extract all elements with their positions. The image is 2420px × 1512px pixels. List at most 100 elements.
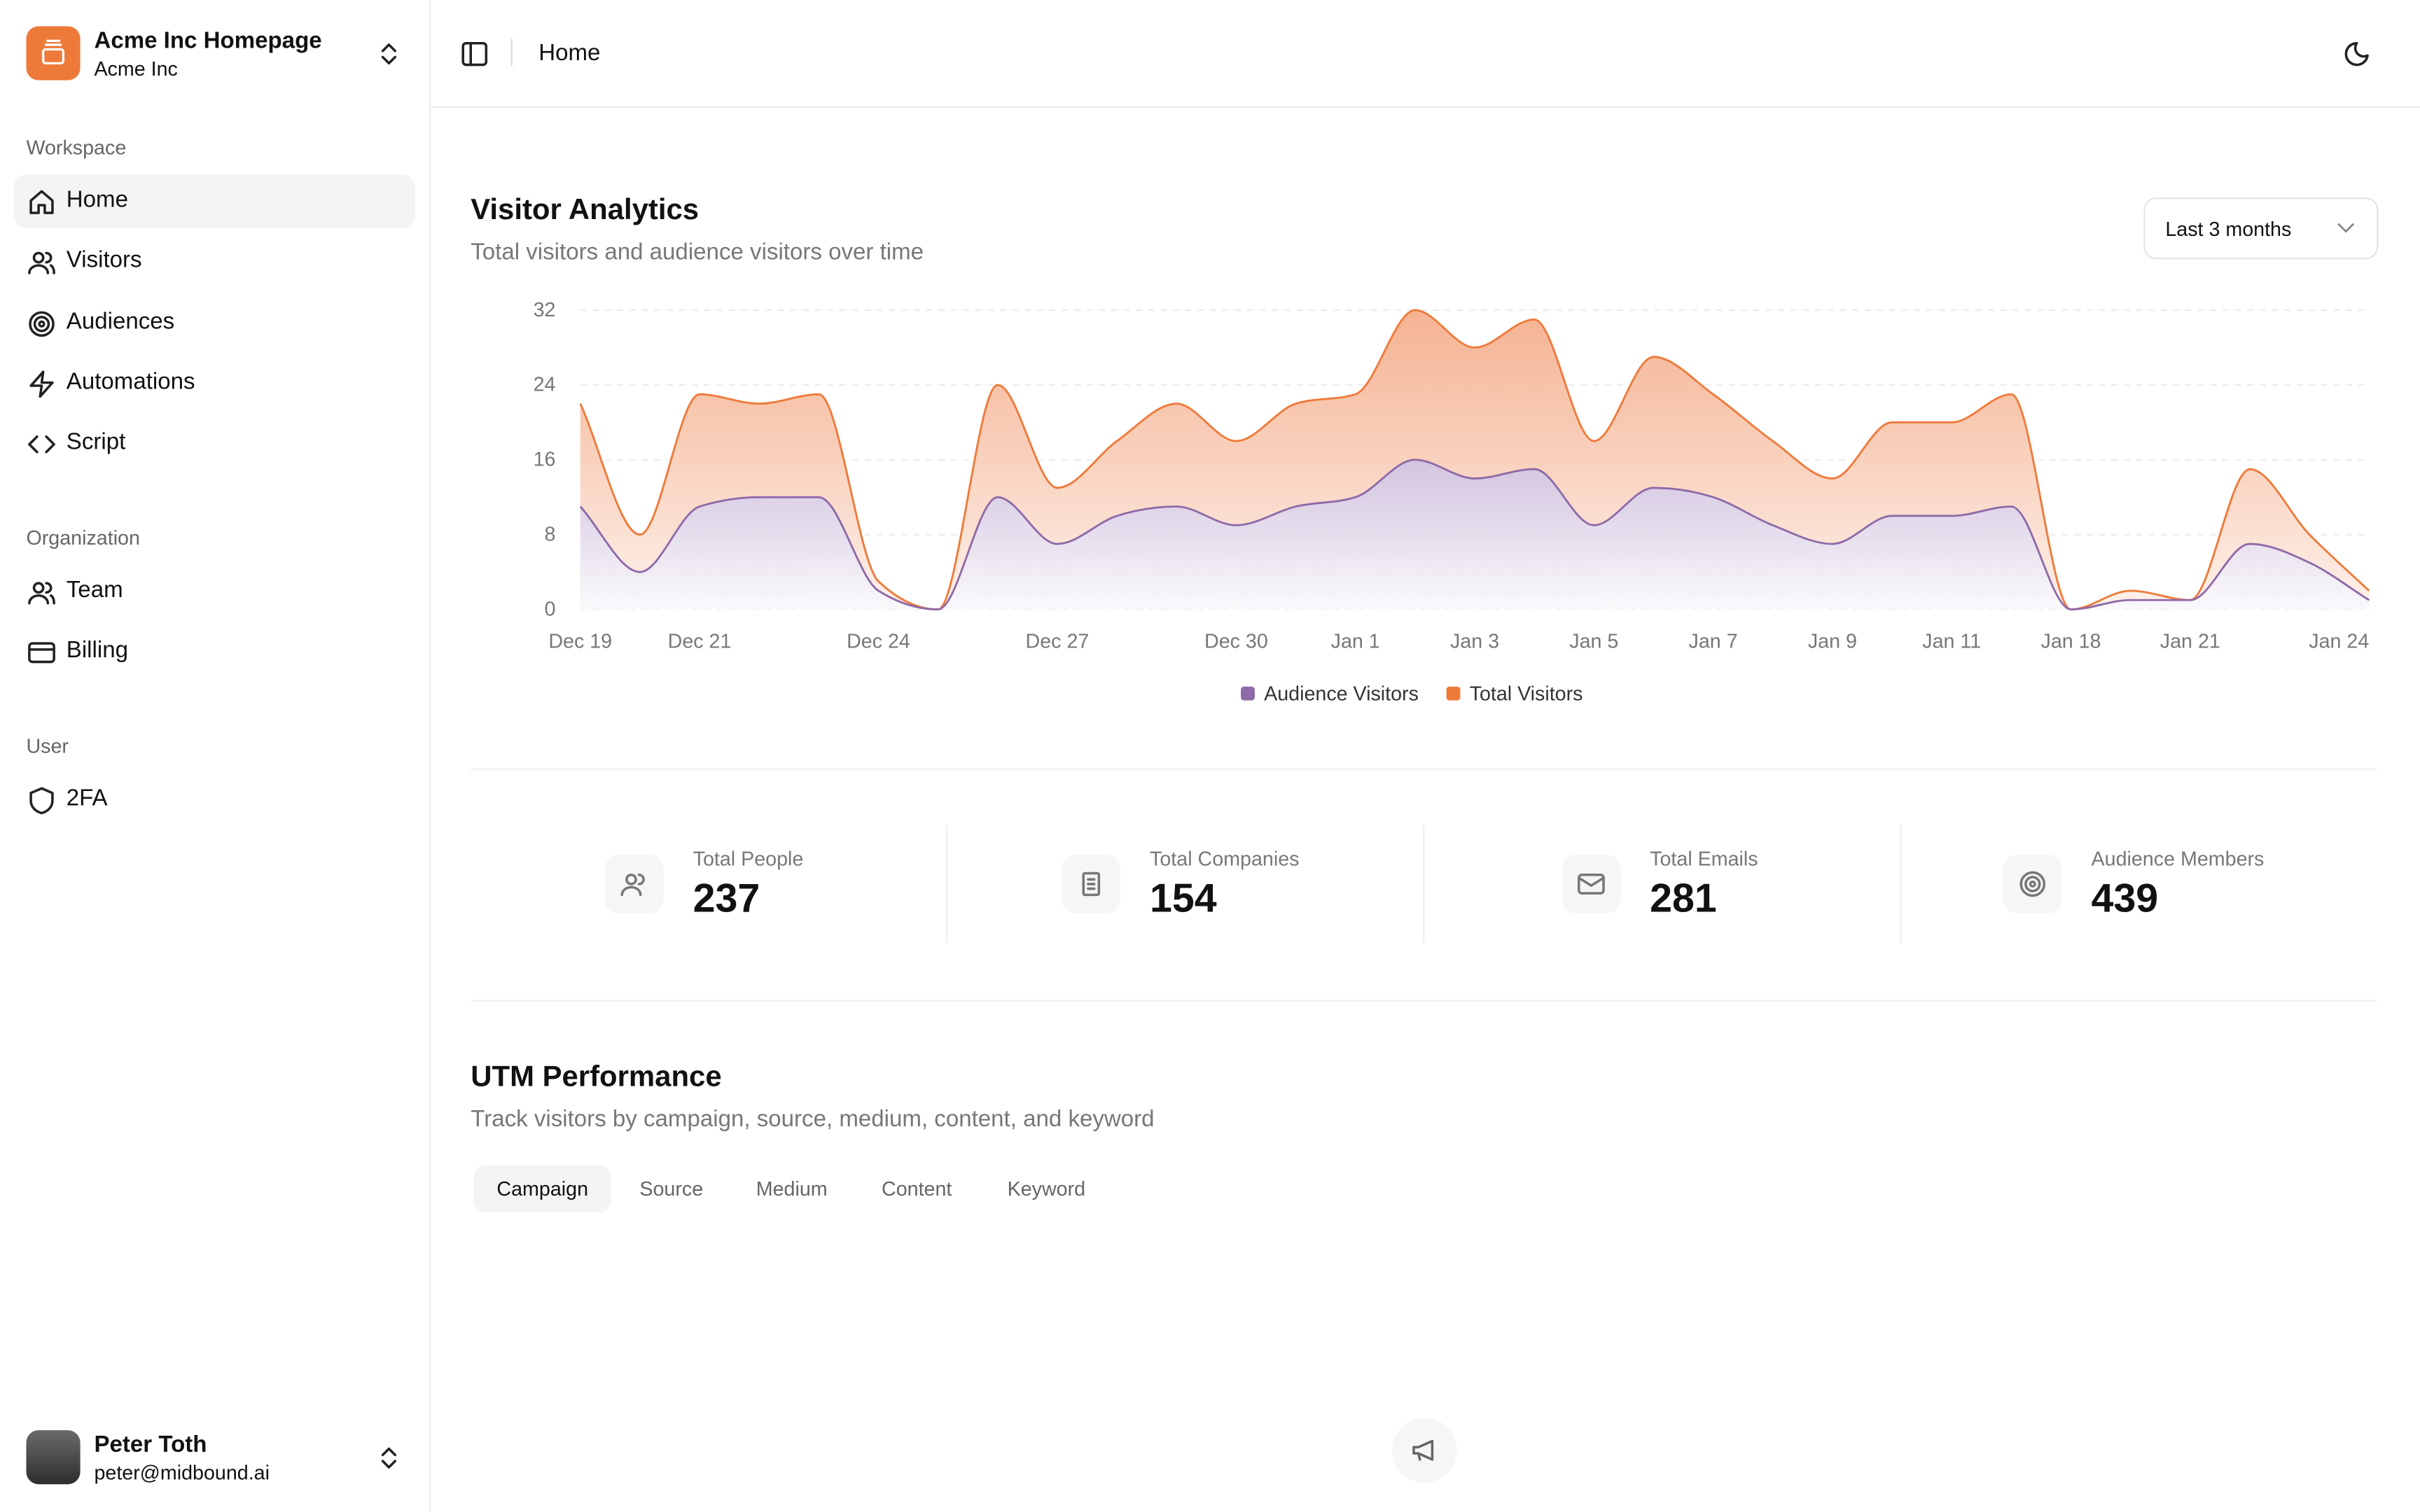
x-tick-label: Dec 24 <box>847 631 910 653</box>
y-tick-label: 16 <box>534 449 556 471</box>
chart-title: Visitor Analytics <box>471 194 700 227</box>
y-tick-label: 0 <box>545 598 556 620</box>
section-title: Workspace <box>26 135 127 160</box>
x-tick-label: Jan 3 <box>1450 631 1499 653</box>
user-email: peter@midbound.ai <box>94 1461 270 1485</box>
nav-label: Audiences <box>66 308 175 335</box>
tab[interactable]: Medium <box>756 1177 828 1200</box>
x-tick-label: Jan 21 <box>2160 631 2220 653</box>
theme-toggle[interactable] <box>2344 40 2372 68</box>
icon <box>29 311 55 337</box>
tab[interactable]: Campaign <box>473 1165 611 1213</box>
nav-item[interactable]: Script <box>14 416 415 470</box>
nav-item[interactable]: Home <box>13 174 415 229</box>
legend-label: Audience Visitors <box>1264 683 1419 706</box>
x-tick-label: Jan 18 <box>2041 631 2101 653</box>
x-tick-label: Jan 24 <box>2309 631 2369 653</box>
range-label: Last 3 months <box>2165 217 2292 241</box>
x-tick-label: Jan 11 <box>1922 631 1981 653</box>
nav-item[interactable]: Team <box>14 565 415 619</box>
user-menu-icon[interactable] <box>378 1446 400 1470</box>
x-tick-label: Jan 5 <box>1569 631 1618 653</box>
divider <box>510 38 513 66</box>
nav-label: 2FA <box>66 785 108 812</box>
line <box>579 458 2370 611</box>
tab[interactable]: Content <box>882 1177 952 1200</box>
legend-swatch <box>1446 686 1461 701</box>
y-tick-label: 8 <box>545 524 556 546</box>
area <box>580 459 2370 610</box>
x-tick-label: Jan 7 <box>1689 631 1738 653</box>
range-select[interactable]: Last 3 months <box>2143 197 2379 260</box>
header: Home <box>430 0 2420 108</box>
x-tick-label: Jan 9 <box>1808 631 1857 653</box>
stat-label: Total Companies <box>1150 847 1300 871</box>
y-tick-label: 24 <box>534 374 556 396</box>
nav-label: Team <box>66 577 123 603</box>
divider <box>946 825 948 943</box>
utm-title: UTM Performance <box>471 1061 722 1094</box>
nav-label: Script <box>66 428 126 456</box>
x-tick-label: Dec 27 <box>1026 631 1090 653</box>
team-name[interactable]: Acme Inc Homepage <box>94 27 322 55</box>
icon <box>28 642 55 664</box>
section-title: Organization <box>26 526 140 550</box>
nav-item[interactable]: 2FA <box>14 773 415 827</box>
divider <box>471 768 2377 770</box>
stat-value: 281 <box>1650 874 1717 921</box>
tab[interactable]: Keyword <box>1007 1177 1086 1200</box>
user-name: Peter Toth <box>94 1432 207 1458</box>
stat-value: 154 <box>1150 874 1217 921</box>
chart-subtitle: Total visitors and audience visitors ove… <box>471 239 924 266</box>
x-tick-label: Dec 30 <box>1204 631 1268 653</box>
divider <box>471 1000 2377 1002</box>
stat-icon <box>1062 855 1121 913</box>
nav-item[interactable]: Visitors <box>14 234 415 288</box>
icon <box>28 435 55 454</box>
stat-label: Total Emails <box>1650 847 1758 871</box>
sidebar-toggle[interactable] <box>461 41 489 66</box>
legend-swatch <box>1241 686 1255 701</box>
chevron <box>2337 223 2355 233</box>
stat-value: 439 <box>2091 874 2159 921</box>
nav-label: Automations <box>66 368 195 396</box>
x-tick-label: Jan 1 <box>1331 631 1380 653</box>
empty-icon <box>1392 1418 1457 1483</box>
stat-icon <box>1562 855 1621 913</box>
tab[interactable]: Source <box>639 1177 704 1200</box>
nav-label: Visitors <box>66 246 142 274</box>
team-sub: Acme Inc <box>94 57 178 80</box>
icon <box>28 251 55 274</box>
x-tick-label: Dec 21 <box>668 631 732 653</box>
sidebar: Acme Inc Homepage Acme Inc Workspace Hom… <box>0 0 431 1512</box>
icon <box>29 190 54 214</box>
breadcrumb[interactable]: Home <box>538 40 601 66</box>
line <box>579 309 2370 611</box>
nav-item[interactable]: Automations <box>14 356 415 410</box>
y-tick-label: 32 <box>534 299 556 321</box>
utm-subtitle: Track visitors by campaign, source, medi… <box>471 1106 1155 1133</box>
chart: 0 8 16 24 32 Dec 19 Dec 21 Dec 24 Dec 27 Dec 30 Ja… <box>534 299 2370 706</box>
avatar[interactable] <box>26 1430 81 1485</box>
nav-item[interactable]: Audiences <box>14 296 415 350</box>
icon <box>28 582 55 605</box>
team-logo[interactable] <box>26 26 81 80</box>
switcher-icon[interactable] <box>378 42 400 66</box>
stat-label: Total People <box>693 847 804 871</box>
icon <box>29 787 54 815</box>
nav-label: Home <box>66 186 128 214</box>
divider <box>1423 825 1425 943</box>
stat-icon <box>2003 855 2062 913</box>
stat-value: 237 <box>693 874 760 921</box>
legend-label: Total Visitors <box>1470 683 1583 706</box>
nav-item[interactable]: Billing <box>14 625 415 679</box>
logo-icon <box>42 39 65 65</box>
x-tick-label: Dec 19 <box>548 631 612 653</box>
section-title: User <box>26 734 69 758</box>
divider <box>1900 825 1902 943</box>
icon <box>29 370 54 398</box>
stat-icon <box>604 855 664 913</box>
stat-label: Audience Members <box>2091 847 2265 871</box>
